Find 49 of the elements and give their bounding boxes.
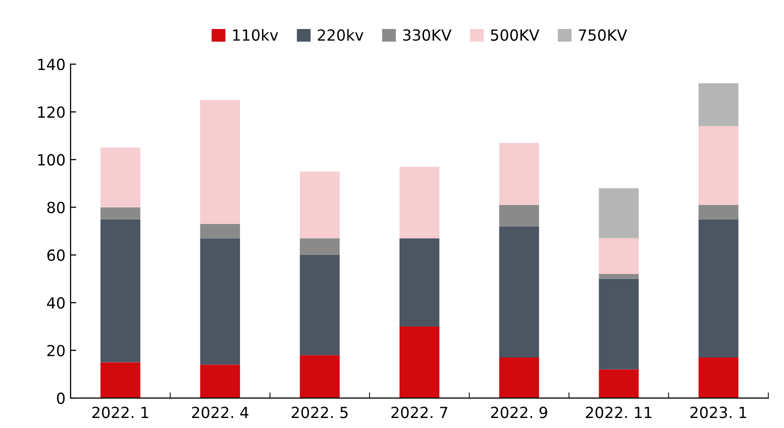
x-tick-label: 2022. 1 <box>92 406 148 418</box>
y-tick-label: 80 <box>47 202 65 214</box>
y-tick-label: 20 <box>47 344 65 356</box>
bar <box>598 274 639 279</box>
bar <box>698 83 738 126</box>
y-tick-label: 140 <box>38 58 65 70</box>
bar <box>698 219 738 358</box>
bar <box>400 326 440 398</box>
bar <box>698 358 738 398</box>
bar <box>300 254 340 356</box>
bar <box>100 362 140 398</box>
bar <box>100 219 140 362</box>
y-tick-label: 40 <box>47 297 65 309</box>
bar <box>598 188 639 238</box>
bar <box>300 355 340 398</box>
bar <box>200 224 240 238</box>
bar <box>698 126 738 205</box>
bar <box>100 207 140 220</box>
bar <box>499 204 540 226</box>
x-tick-label: 2022. 4 <box>192 406 248 418</box>
bar <box>100 148 140 208</box>
bar <box>598 369 639 398</box>
y-tick-label: 100 <box>38 154 65 166</box>
x-tick-label: 2022. 5 <box>292 406 348 418</box>
legend-label: 330KV <box>403 29 452 41</box>
x-tick-label: 2022. 7 <box>391 406 448 418</box>
legend-label: 220kv <box>318 28 364 41</box>
bar <box>400 238 440 327</box>
bar <box>400 166 440 238</box>
bar <box>499 226 540 358</box>
bar <box>499 142 540 205</box>
bar <box>598 238 639 274</box>
legend-label: 750KV <box>578 29 628 41</box>
legend-label: 110kv <box>233 28 278 41</box>
y-tick-label: 60 <box>47 249 65 261</box>
bar <box>499 358 540 398</box>
bar <box>200 100 240 224</box>
bar <box>300 238 340 255</box>
y-tick-label: 0 <box>56 392 65 404</box>
x-tick-label: 2023. 1 <box>690 406 746 418</box>
bar <box>698 204 738 220</box>
bar <box>200 238 240 365</box>
x-tick-label: 2022. 9 <box>491 406 548 418</box>
x-tick-label: 2022. 11 <box>586 406 652 418</box>
y-tick-label: 120 <box>38 106 65 118</box>
legend-label: 500KV <box>490 29 540 41</box>
bar <box>598 278 639 370</box>
bar <box>300 172 340 238</box>
bar <box>200 364 240 398</box>
